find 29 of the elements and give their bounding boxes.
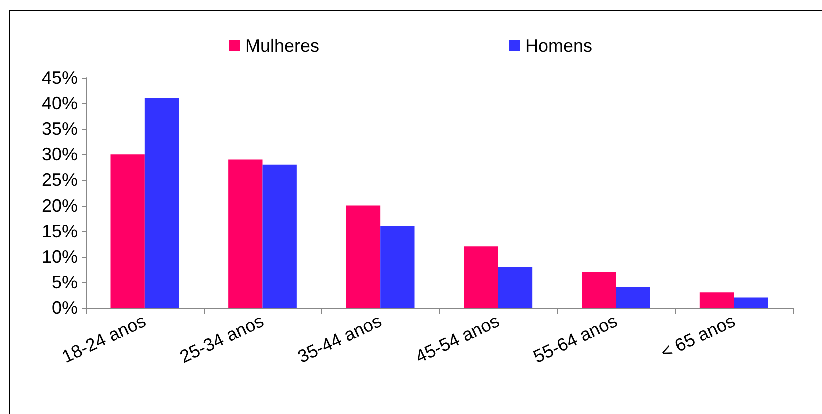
- bar: [380, 226, 415, 308]
- y-tick-label: 35%: [42, 119, 78, 140]
- bar: [582, 272, 616, 308]
- y-tick-label: 40%: [42, 94, 78, 114]
- y-tick-label: 10%: [42, 246, 78, 267]
- x-tick-label: 55-64 anos: [530, 310, 620, 368]
- bar: [498, 267, 533, 308]
- x-tick-label: 25-34 anos: [176, 310, 267, 368]
- y-tick-label: 25%: [42, 170, 78, 190]
- y-tick-label: 0%: [52, 298, 78, 318]
- bar: [262, 164, 297, 308]
- bar: [346, 206, 381, 308]
- x-tick-label: 45-54 anos: [412, 310, 503, 368]
- bar: [464, 246, 498, 308]
- bar: [734, 298, 768, 308]
- bar: [616, 288, 650, 308]
- legend-label: Mulheres: [245, 36, 320, 56]
- bar: [228, 160, 263, 308]
- bar: [700, 292, 734, 308]
- x-tick-label: < 65 anos: [658, 310, 738, 363]
- x-tick-label: 35-44 anos: [294, 310, 385, 368]
- legend-label: Homens: [526, 36, 593, 56]
- y-tick-label: 5%: [52, 272, 78, 292]
- y-tick-label: 45%: [42, 68, 78, 88]
- y-tick-label: 20%: [42, 196, 78, 216]
- bar: [110, 154, 145, 308]
- y-tick-label: 15%: [42, 221, 78, 242]
- y-tick-label: 30%: [42, 144, 78, 165]
- bar: [144, 98, 180, 308]
